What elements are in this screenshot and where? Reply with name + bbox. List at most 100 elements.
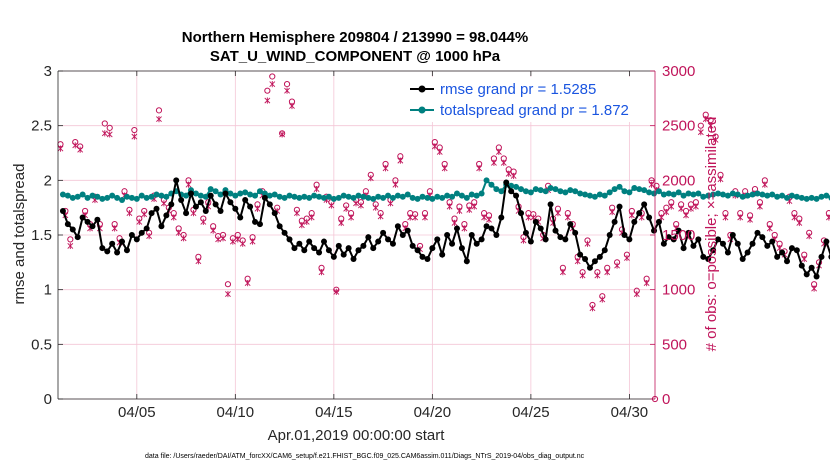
y-tick-label-left: 2: [44, 172, 52, 189]
obs-assimilated-point: [358, 202, 364, 209]
x-tick-label: 04/15: [315, 404, 353, 421]
totalspread-point: [532, 186, 539, 193]
rmse-point: [729, 232, 736, 238]
obs-assimilated-point: [678, 205, 685, 212]
rmse-point: [419, 253, 426, 260]
obs-assimilated-point: [609, 208, 616, 216]
rmse-point: [325, 247, 332, 254]
totalspread-point: [74, 193, 81, 200]
obs-assimilated-point: [372, 204, 379, 211]
totalspread-point: [69, 194, 76, 201]
rmse-point: [158, 223, 165, 230]
totalspread-point: [705, 192, 712, 199]
totalspread-point: [380, 194, 387, 201]
rmse-point: [621, 232, 628, 238]
totalspread-point: [399, 193, 406, 200]
obs-assimilated-point: [146, 232, 153, 240]
obs-assimilated-point: [722, 214, 729, 221]
rmse-point: [557, 234, 564, 241]
obs-possible-point: [224, 281, 232, 288]
totalspread-point: [133, 195, 140, 202]
obs-assimilated-point: [387, 200, 394, 207]
totalspread-point: [527, 189, 534, 196]
rmse-point: [399, 232, 406, 238]
obs-assimilated-point: [244, 280, 251, 287]
obs-assimilated-point: [476, 165, 483, 172]
obs-assimilated-point: [692, 203, 699, 210]
rmse-point: [148, 210, 155, 217]
rmse-point: [439, 251, 446, 258]
obs-assimilated-point: [505, 170, 512, 177]
rmse-point: [483, 223, 490, 230]
x-tick-label: 04/05: [118, 404, 156, 421]
obs-assimilated-point: [101, 130, 108, 137]
obs-possible-point: [269, 73, 276, 80]
obs-assimilated-point: [313, 185, 320, 193]
totalspread-point: [690, 191, 697, 198]
y-tick-label-right: 2500: [662, 118, 695, 135]
rmse-point: [202, 207, 209, 214]
totalspread-point: [123, 193, 130, 200]
totalspread-point: [582, 191, 589, 198]
totalspread-point: [813, 195, 820, 202]
totalspread-point: [719, 191, 726, 198]
x-axis-label: Apr.01,2019 00:00:00 start: [268, 427, 446, 444]
totalspread-point: [306, 194, 313, 201]
obs-assimilated-point: [633, 290, 640, 298]
obs-assimilated-point: [456, 207, 463, 215]
obs-assimilated-point: [269, 81, 276, 88]
rmse-point: [143, 225, 150, 232]
totalspread-point: [779, 192, 786, 199]
rmse-point: [616, 203, 623, 210]
rmse-point: [256, 221, 263, 228]
rmse-point: [276, 223, 283, 230]
totalspread-point: [670, 191, 677, 198]
obs-assimilated-point: [811, 285, 818, 292]
obs-assimilated-point: [225, 290, 231, 298]
rmse-point: [311, 245, 318, 252]
totalspread-point: [301, 193, 308, 200]
rmse-point: [764, 242, 771, 249]
rmse-point: [69, 226, 76, 233]
totalspread-point: [296, 194, 303, 201]
rmse-point: [360, 242, 367, 249]
rmse-point: [700, 253, 707, 260]
totalspread-point: [764, 192, 771, 199]
obs-assimilated-point: [761, 181, 768, 188]
totalspread-point: [434, 193, 441, 200]
rmse-point: [611, 218, 618, 225]
rmse-point: [690, 242, 697, 249]
totalspread-point: [734, 191, 741, 198]
totalspread-point: [749, 191, 756, 198]
rmse-point: [389, 240, 396, 247]
rmse-point: [798, 262, 805, 269]
obs-assimilated-point: [594, 272, 601, 279]
totalspread-point: [739, 193, 746, 200]
obs-assimilated-point: [510, 172, 517, 180]
obs-assimilated-point: [796, 219, 803, 227]
rmse-point: [261, 194, 268, 201]
rmse-point: [340, 251, 347, 258]
rmse-point: [114, 249, 121, 256]
obs-assimilated-point: [663, 208, 670, 216]
obs-assimilated-point: [106, 131, 113, 138]
rmse-point: [59, 207, 66, 214]
rmse-point: [596, 253, 603, 260]
rmse-point: [754, 229, 761, 236]
y-tick-label-left: 0: [44, 391, 52, 408]
obs-assimilated-point: [466, 206, 473, 213]
rmse-point: [187, 190, 194, 197]
totalspread-point: [114, 194, 121, 201]
rmse-point: [119, 238, 126, 245]
rmse-point: [350, 256, 357, 263]
obs-assimilated-point: [195, 258, 202, 265]
rmse-point: [478, 236, 485, 243]
totalspread-point: [577, 190, 584, 197]
totalspread-point: [665, 190, 672, 197]
obs-assimilated-point: [702, 116, 709, 123]
rmse-point: [685, 229, 692, 236]
totalspread-point: [695, 190, 702, 197]
totalspread-point: [626, 189, 633, 196]
obs-assimilated-point: [564, 214, 571, 221]
rmse-point: [527, 238, 534, 245]
